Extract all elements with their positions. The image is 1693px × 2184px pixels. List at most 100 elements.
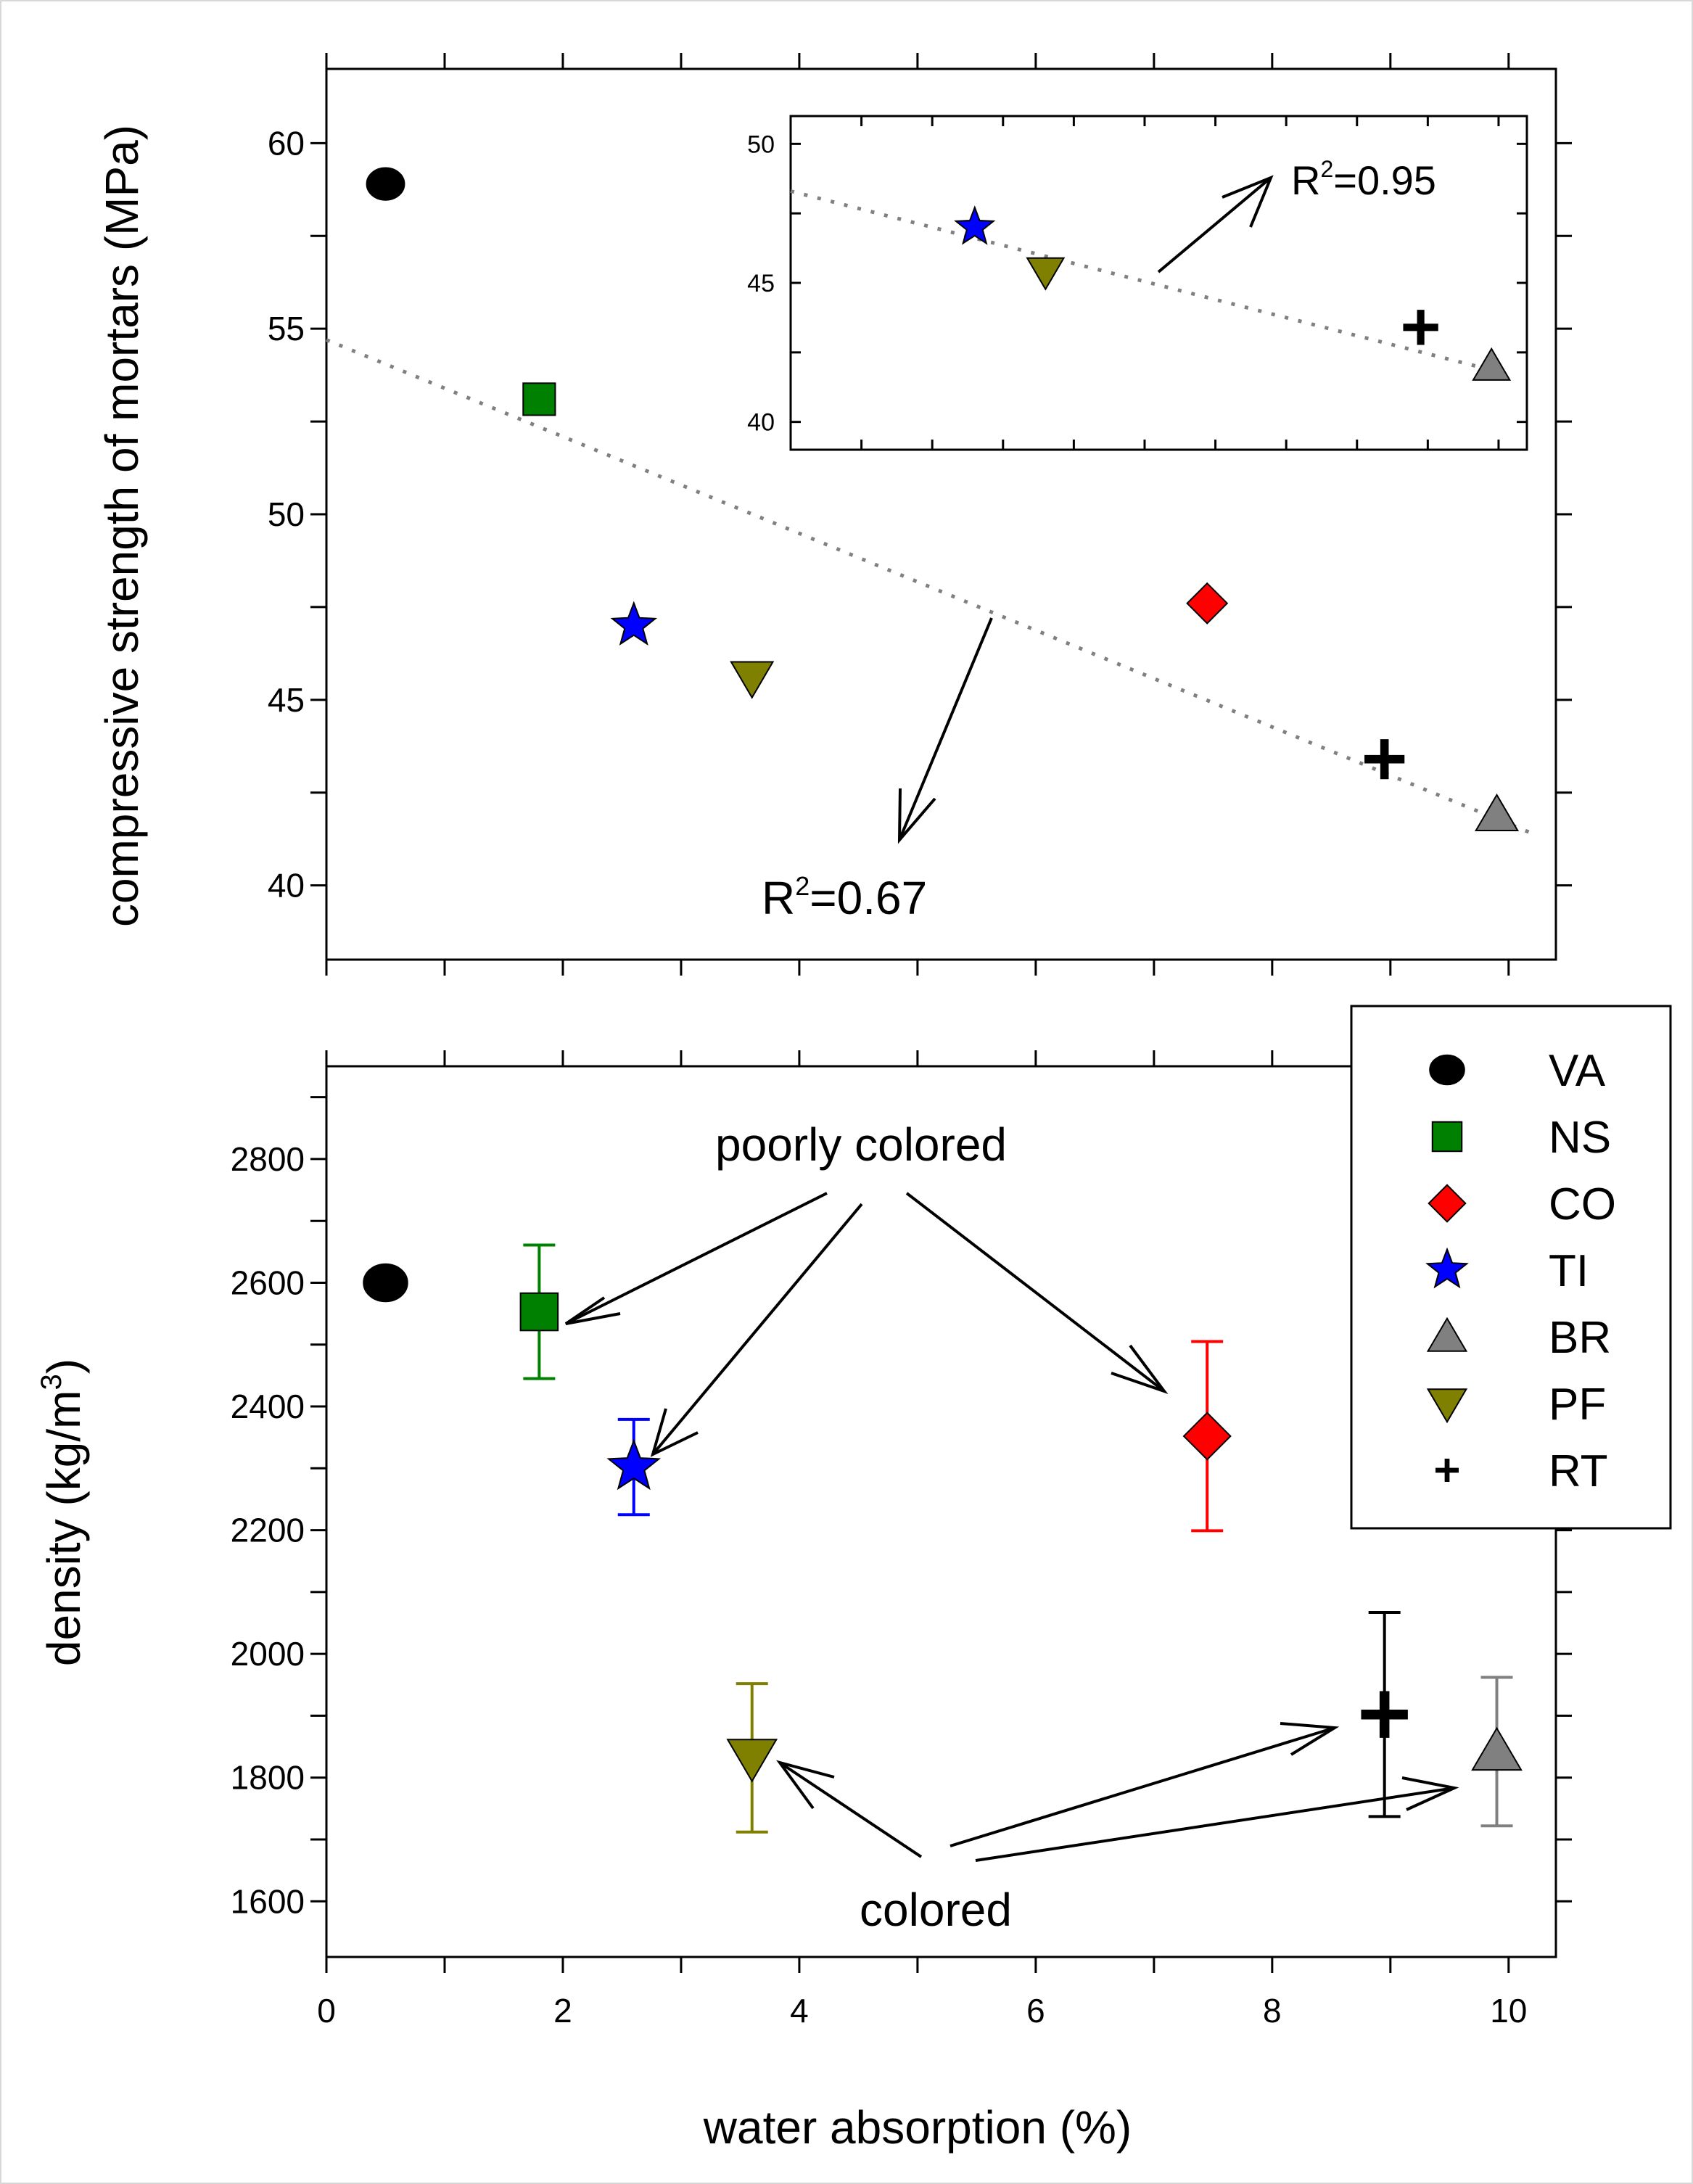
legend-items: VA NS CO TI BR PF RT	[1425, 1046, 1616, 1496]
y-tick-label: 40	[268, 867, 305, 904]
point-pf	[726, 1739, 778, 1783]
inset-axis-ticks: 40 45 50	[747, 116, 1527, 450]
strength-r2-rest: =0.67	[810, 872, 927, 924]
legend-item-br: BR	[1426, 1313, 1611, 1363]
point-va	[366, 167, 405, 201]
x-tick-label: 2	[553, 1992, 572, 2030]
y-tick-label: 40	[747, 409, 775, 437]
point-pf	[730, 661, 775, 699]
inset-r2-arrow	[1157, 176, 1272, 273]
legend-item-co: CO	[1428, 1179, 1616, 1229]
poorly-arrow-ns-head	[564, 1296, 621, 1325]
strength-panel: 40 45 50 55 60 compressive strength of morta…	[96, 53, 1572, 976]
legend-box	[1350, 1005, 1672, 1530]
legend-label: PF	[1549, 1380, 1606, 1430]
y-tick-label: 45	[268, 681, 305, 719]
y-tick-label: 60	[268, 124, 305, 162]
colored-arrow-rt-head	[1280, 1722, 1340, 1756]
inset-trendline	[790, 189, 1499, 374]
poorly-arrow-ti-head	[650, 1408, 699, 1457]
inset-r2-arrowhead	[1222, 175, 1274, 228]
x-tick-label: 4	[790, 1992, 809, 2030]
legend-label: NS	[1549, 1113, 1611, 1163]
y-tick-label: 2400	[231, 1388, 305, 1425]
point-ti	[954, 205, 996, 245]
legend-marker-co	[1428, 1184, 1467, 1223]
colored-arrow-pf	[778, 1761, 923, 1858]
point-va	[363, 1263, 408, 1303]
strength-r2-label: R2=0.67	[762, 871, 927, 924]
point-ns	[522, 382, 556, 416]
density-ylabel-end: )	[38, 1359, 90, 1374]
trend-line	[790, 189, 1499, 374]
point-br	[1471, 1726, 1523, 1771]
inset-frame	[789, 115, 1528, 451]
density-panel: 1600 1800 2000 2200 2400 2600 2800 0 2 4 6 8 10 dens…	[36, 1050, 1572, 2154]
colored-arrow-rt	[950, 1726, 1335, 1847]
x-tick-label: 6	[1026, 1992, 1045, 2030]
poorly-arrow-ns	[565, 1192, 828, 1325]
y-tick-label: 2600	[231, 1264, 305, 1301]
inset-r2-sup: 2	[1320, 156, 1333, 182]
y-tick-label: 2200	[231, 1512, 305, 1549]
legend-item-pf: PF	[1426, 1380, 1606, 1430]
x-tick-label: 10	[1490, 1992, 1527, 2030]
point-ti	[606, 1438, 662, 1491]
point-rt	[1361, 1691, 1408, 1738]
legend-marker-br	[1426, 1316, 1468, 1352]
density-ylabel-base: density (kg/m	[38, 1390, 90, 1667]
inset-points	[954, 205, 1512, 381]
x-axis-title: water absorption (%)	[703, 2101, 1132, 2154]
y-tick-label: 50	[747, 131, 775, 158]
legend-label: TI	[1549, 1246, 1589, 1296]
poorly-colored-label: poorly colored	[715, 1118, 1007, 1171]
inset-r2-base: R	[1291, 157, 1320, 203]
strength-y-axis-title: compressive strength of mortars (MPa)	[96, 125, 148, 927]
point-co	[1186, 582, 1229, 625]
legend-item-rt: RT	[1435, 1446, 1608, 1496]
legend-item-ti: TI	[1425, 1246, 1589, 1296]
y-tick-label: 1600	[231, 1882, 305, 1920]
colored-arrow-br-head	[1401, 1776, 1459, 1811]
legend-label: VA	[1549, 1046, 1606, 1096]
poorly-arrow-ti	[651, 1203, 863, 1456]
point-br	[1474, 793, 1520, 832]
legend-label: RT	[1549, 1446, 1608, 1496]
strength-r2-base: R	[762, 872, 795, 924]
y-tick-label: 1800	[231, 1759, 305, 1797]
x-tick-label: 8	[1263, 1992, 1282, 2030]
colored-arrows	[776, 1722, 1459, 1862]
inset-r2-rest: =0.95	[1333, 157, 1436, 203]
colored-label: colored	[860, 1884, 1012, 1936]
y-tick-label: 2800	[231, 1140, 305, 1178]
strength-r2-sup: 2	[795, 871, 810, 901]
legend-item-va: VA	[1429, 1046, 1606, 1096]
density-y-axis-title: density (kg/m3)	[36, 1359, 90, 1666]
y-tick-label: 2000	[231, 1635, 305, 1673]
density-points	[363, 1243, 1523, 1834]
point-ti	[610, 601, 658, 646]
colored-arrow-br	[975, 1787, 1455, 1862]
point-rt	[1364, 739, 1405, 780]
inset-panel: 40 45 50 R2=0.95	[747, 115, 1528, 451]
strength-r2-arrow	[898, 617, 993, 841]
poorly-arrow-co-head	[1111, 1344, 1169, 1394]
point-pf	[1026, 257, 1066, 291]
point-rt	[1403, 310, 1438, 345]
legend-item-ns: NS	[1431, 1113, 1611, 1163]
y-tick-label: 55	[268, 310, 305, 347]
legend-label: CO	[1549, 1179, 1616, 1229]
legend: VA NS CO TI BR PF RT	[1350, 1005, 1672, 1530]
inset-r2-label: R2=0.95	[1291, 156, 1436, 203]
legend-marker-ns	[1431, 1121, 1463, 1153]
point-br	[1472, 347, 1512, 381]
legend-label: BR	[1549, 1313, 1611, 1363]
poorly-colored-arrows	[564, 1192, 1169, 1457]
y-tick-label: 50	[268, 495, 305, 533]
y-tick-label: 45	[747, 270, 775, 297]
legend-marker-pf	[1426, 1388, 1468, 1424]
strength-points	[366, 167, 1520, 832]
density-axis-ticks: 1600 1800 2000 2200 2400 2600 2800 0 2 4 6 8 10	[231, 1050, 1572, 2030]
